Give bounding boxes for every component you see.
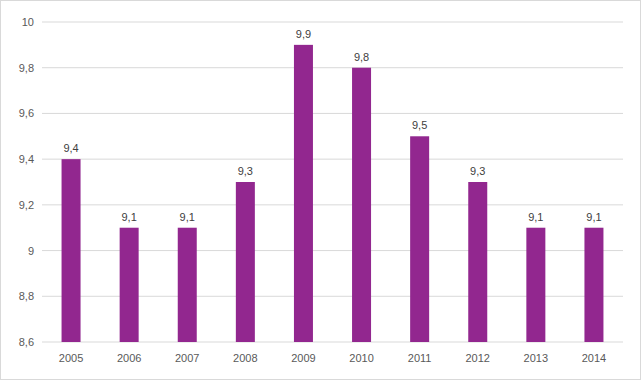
- data-label: 9,5: [412, 119, 427, 131]
- data-label: 9,3: [470, 165, 485, 177]
- data-label: 9,8: [354, 51, 369, 63]
- x-tick-label: 2012: [466, 352, 490, 364]
- bar: [236, 182, 255, 342]
- data-label: 9,9: [296, 28, 311, 40]
- x-tick-label: 2006: [117, 352, 141, 364]
- data-label: 9,4: [63, 142, 78, 154]
- data-label: 9,3: [238, 165, 253, 177]
- bar: [294, 45, 313, 342]
- x-tick-label: 2011: [408, 352, 432, 364]
- y-tick-label: 9,6: [19, 107, 34, 119]
- bar: [468, 182, 487, 342]
- chart-frame: [1, 1, 641, 380]
- bars: [62, 45, 604, 342]
- y-tick-label: 9,2: [19, 199, 34, 211]
- grid-line: [42, 159, 623, 160]
- data-label: 9,1: [586, 211, 601, 223]
- grid-line: [42, 113, 623, 114]
- grid: [42, 22, 623, 342]
- bar: [352, 68, 371, 342]
- x-tick-label: 2008: [233, 352, 257, 364]
- x-tick-label: 2014: [582, 352, 606, 364]
- bar: [410, 136, 429, 342]
- bar: [526, 228, 545, 342]
- x-tick-label: 2007: [175, 352, 199, 364]
- grid-line: [42, 22, 623, 23]
- bar: [120, 228, 139, 342]
- bar: [178, 228, 197, 342]
- y-tick-label: 9: [28, 245, 34, 257]
- y-tick-label: 8,6: [19, 336, 34, 348]
- x-tick-label: 2010: [349, 352, 373, 364]
- chart: 8,6 8,8 9 9,2 9,4 9,6 9,8 10 9,4 2005 9,1 2006 9,1 20…: [0, 0, 641, 380]
- data-label: 9,1: [122, 211, 137, 223]
- x-tick-label: 2009: [291, 352, 315, 364]
- data-label: 9,1: [528, 211, 543, 223]
- grid-line: [42, 204, 623, 205]
- x-tick-label: 2005: [59, 352, 83, 364]
- data-label: 9,1: [180, 211, 195, 223]
- x-tick-label: 2013: [524, 352, 548, 364]
- y-tick-label: 10: [22, 16, 34, 28]
- y-tick-label: 9,8: [19, 62, 34, 74]
- y-tick-label: 9,4: [19, 153, 34, 165]
- bar: [62, 159, 81, 342]
- bar: [584, 228, 603, 342]
- grid-line: [42, 67, 623, 68]
- y-tick-label: 8,8: [19, 290, 34, 302]
